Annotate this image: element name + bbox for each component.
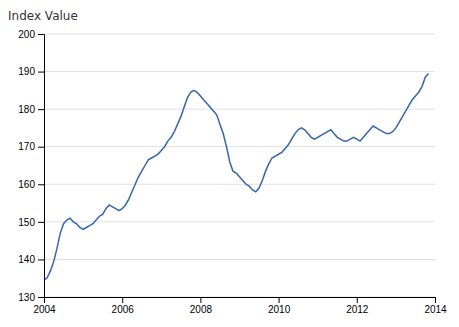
marks <box>44 73 428 280</box>
y-tick-label: 140 <box>18 254 35 265</box>
y-tick-label: 190 <box>18 66 35 77</box>
grid-line <box>44 259 435 260</box>
y-tick-label: 150 <box>18 217 35 228</box>
grid-line <box>44 109 435 110</box>
y-tick-mark <box>38 72 44 73</box>
line <box>44 73 428 280</box>
x-tick-label: 2006 <box>112 304 135 315</box>
x-axis-line <box>45 298 436 304</box>
x-tick: 2014 <box>424 297 447 315</box>
x-tick: 2004 <box>33 297 56 315</box>
grid <box>44 34 435 297</box>
x-tick-mark <box>357 297 358 303</box>
y-tick: 160 <box>18 179 44 190</box>
x-tick-mark <box>200 297 201 303</box>
y-tick-mark <box>38 109 44 110</box>
y-tick-label: 180 <box>18 104 35 115</box>
y-axis: 130 140 150 160 170 180 190 200 <box>18 29 44 303</box>
y-tick: 190 <box>18 66 44 77</box>
x-tick-mark <box>122 297 123 303</box>
grid-line <box>44 34 435 35</box>
x-tick-label: 2014 <box>424 304 447 315</box>
y-axis-line <box>38 35 45 298</box>
x-tick: 2012 <box>346 297 369 315</box>
y-tick: 200 <box>18 29 44 40</box>
x-tick: 2010 <box>268 297 291 315</box>
y-tick: 140 <box>18 254 44 265</box>
x-tick-label: 2008 <box>190 304 213 315</box>
y-tick-label: 200 <box>18 29 35 40</box>
grid-line <box>44 184 435 185</box>
y-tick-label: 130 <box>18 292 35 303</box>
x-tick: 2006 <box>112 297 135 315</box>
x-tick-mark <box>435 297 436 303</box>
y-tick-mark <box>38 259 44 260</box>
plot: 2004200620082010201220141301401501601701… <box>18 29 447 315</box>
x-tick-label: 2004 <box>33 304 56 315</box>
y-tick-label: 160 <box>18 179 35 190</box>
y-tick-label: 170 <box>18 141 35 152</box>
grid-line <box>44 221 435 222</box>
x-tick-label: 2012 <box>346 304 369 315</box>
x-tick: 2008 <box>190 297 213 315</box>
x-axis: 2004 2006 2008 2010 2012 2014 <box>33 297 447 315</box>
y-tick: 180 <box>18 104 44 115</box>
y-tick-mark <box>38 297 44 298</box>
y-label: Index Value <box>8 9 78 23</box>
x-tick-mark <box>279 297 280 303</box>
y-tick: 130 <box>18 292 44 303</box>
y-tick: 170 <box>18 141 44 152</box>
y-tick: 150 <box>18 217 44 228</box>
y-tick-mark <box>38 184 44 185</box>
x-tick-label: 2010 <box>268 304 291 315</box>
y-tick-mark <box>38 147 44 148</box>
chart: 2004200620082010201220141301401501601701… <box>0 0 459 327</box>
grid-line <box>44 146 435 147</box>
grid-line <box>44 71 435 72</box>
y-tick-mark <box>38 34 44 35</box>
y-tick-mark <box>38 222 44 223</box>
